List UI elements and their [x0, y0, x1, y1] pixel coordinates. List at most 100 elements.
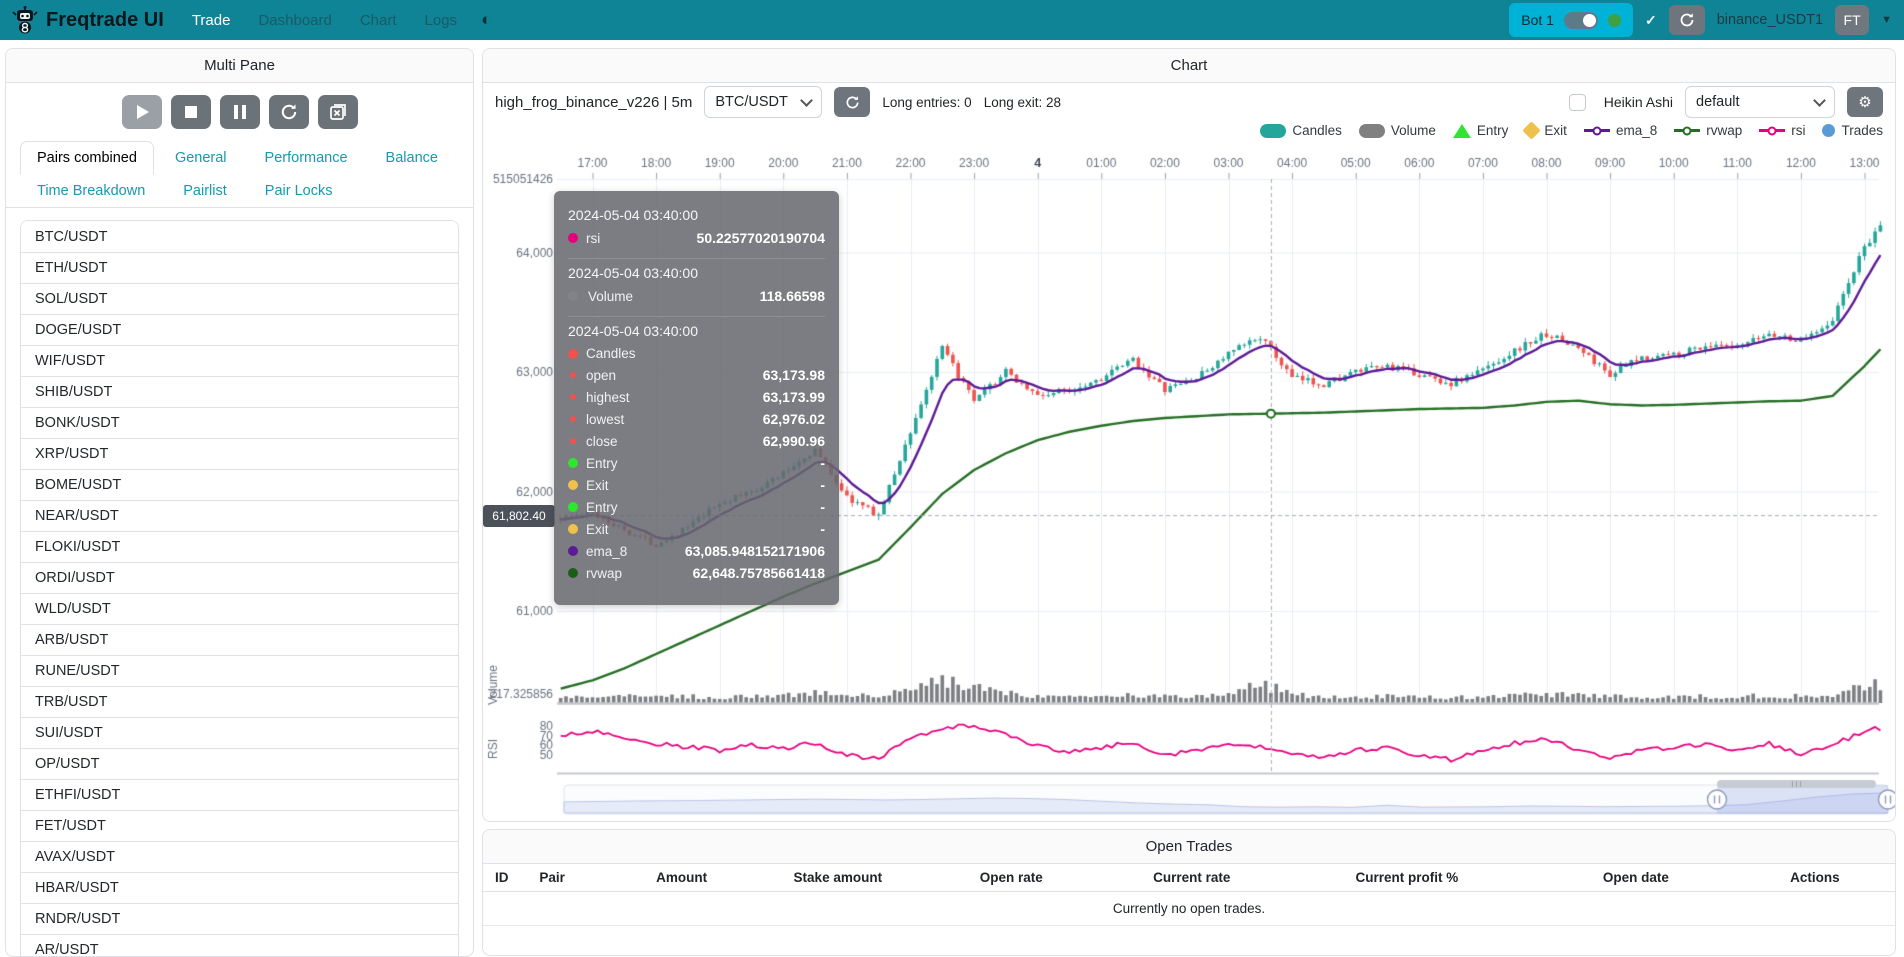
- gear-icon: ⚙: [1858, 94, 1872, 111]
- tooltip-rvwap-value: 62,648.75785661418: [692, 565, 825, 581]
- nav-item-trade[interactable]: Trade: [191, 11, 231, 29]
- reload-icon: [281, 104, 296, 120]
- column-header-actions: Actions: [1790, 870, 1840, 885]
- pair-list-item[interactable]: ORDI/USDT: [21, 562, 458, 593]
- tooltip-rsi-value: 50.22577020190704: [696, 230, 825, 246]
- pair-list-item[interactable]: BOME/USDT: [21, 469, 458, 500]
- open-trades-panel: Open Trades ID Pair Amount Stake amount Open…: [482, 829, 1896, 956]
- pair-list-item[interactable]: XRP/USDT: [21, 438, 458, 469]
- pair-list-item[interactable]: DOGE/USDT: [21, 314, 458, 345]
- pair-list-item[interactable]: OP/USDT: [21, 748, 458, 779]
- pair-list-item[interactable]: AVAX/USDT: [21, 841, 458, 872]
- close-dot-icon: [570, 438, 576, 444]
- tab-pairlist[interactable]: Pairlist: [183, 183, 227, 199]
- bot-controls: [6, 83, 473, 135]
- user-avatar[interactable]: FT: [1835, 5, 1870, 35]
- pair-list-item[interactable]: BTC/USDT: [21, 221, 458, 252]
- column-header-open-rate: Open rate: [979, 870, 1043, 885]
- bot-toggle[interactable]: [1563, 11, 1598, 29]
- pair-list-item[interactable]: ETH/USDT: [21, 252, 458, 283]
- pair-list-item[interactable]: WIF/USDT: [21, 345, 458, 376]
- nav-item-logs[interactable]: Logs: [424, 11, 458, 29]
- nav-links: Trade Dashboard Chart Logs: [192, 12, 457, 29]
- pause-button[interactable]: [219, 95, 260, 129]
- bot-selector[interactable]: Bot 1: [1509, 3, 1633, 37]
- pair-list-item[interactable]: SUI/USDT: [21, 717, 458, 748]
- tooltip-time: 2024-05-04 03:40:00: [568, 265, 698, 281]
- tooltip-open-value: 63,173.98: [762, 367, 825, 383]
- bot-name: Bot 1: [1521, 12, 1554, 28]
- crosshair-price-label: 61,802.40: [483, 505, 555, 527]
- column-header-current-rate: Current rate: [1153, 870, 1231, 885]
- pause-icon: [233, 105, 246, 119]
- column-header-pair: Pair: [539, 870, 565, 885]
- pair-select[interactable]: BTC/USDT: [704, 86, 823, 118]
- chart-title: Chart: [483, 49, 1895, 83]
- open-trades-header-row: ID Pair Amount Stake amount Open rate Current…: [483, 864, 1895, 892]
- plot-settings-button[interactable]: ⚙: [1847, 87, 1883, 117]
- multi-pane-tabs: Pairs combined General Performance Balance T…: [6, 135, 473, 208]
- bot-online-dot: [1607, 13, 1621, 27]
- chevron-down-icon: [1813, 93, 1826, 107]
- pair-list-item[interactable]: SOL/USDT: [21, 283, 458, 314]
- reload-bot-button[interactable]: [1668, 5, 1705, 35]
- pair-list-item[interactable]: NEAR/USDT: [21, 500, 458, 531]
- pair-list-item[interactable]: HBAR/USDT: [21, 872, 458, 903]
- legend-label: Candles: [1292, 123, 1342, 138]
- nav-item-chart[interactable]: Chart: [359, 11, 397, 29]
- legend-item-volume[interactable]: Volume: [1358, 123, 1436, 138]
- user-menu-caret-icon[interactable]: ▼: [1881, 14, 1892, 26]
- pair-list-item[interactable]: RNDR/USDT: [21, 903, 458, 934]
- highest-dot-icon: [570, 394, 576, 400]
- tab-balance[interactable]: Balance: [385, 150, 438, 166]
- legend-label: Exit: [1544, 123, 1567, 138]
- stop-button[interactable]: [170, 95, 211, 129]
- heikin-ashi-checkbox[interactable]: [1568, 93, 1586, 111]
- refresh-chart-button[interactable]: [834, 87, 871, 117]
- pair-list-item[interactable]: SHIB/USDT: [21, 376, 458, 407]
- pair-list-item[interactable]: FET/USDT: [21, 810, 458, 841]
- plot-config-select[interactable]: default: [1685, 86, 1835, 118]
- legend-item-exit[interactable]: Exit: [1522, 121, 1567, 140]
- column-header-current-profit--: Current profit %: [1355, 870, 1459, 885]
- tooltip-highest-value: 63,173.99: [762, 389, 825, 405]
- chart-panel: Chart high_frog_binance_v226 | 5m BTC/US…: [482, 48, 1896, 822]
- pair-list-item[interactable]: ETHFI/USDT: [21, 779, 458, 810]
- heikin-ashi-label: Heikin Ashi: [1603, 94, 1673, 110]
- pair-list-item[interactable]: RUNE/USDT: [21, 655, 458, 686]
- tab-performance[interactable]: Performance: [264, 150, 348, 166]
- clear-log-button[interactable]: [317, 95, 358, 129]
- stop-icon: [184, 106, 197, 118]
- tab-pair-locks[interactable]: Pair Locks: [264, 183, 333, 199]
- legend-item-rsi[interactable]: rsi: [1759, 123, 1805, 138]
- brand[interactable]: Freqtrade UI: [12, 6, 164, 34]
- play-button[interactable]: [121, 95, 162, 129]
- open-trades-empty-message: Currently no open trades.: [483, 892, 1895, 926]
- legend-item-rvwap[interactable]: rvwap: [1674, 123, 1742, 138]
- trades-swatch-icon: [1822, 124, 1836, 137]
- tooltip-volume-value: 118.66598: [759, 288, 825, 304]
- pair-list-item[interactable]: AR/USDT: [21, 934, 458, 956]
- open-dot-icon: [570, 372, 576, 378]
- legend-item-ema_8[interactable]: ema_8: [1583, 123, 1657, 138]
- column-header-amount: Amount: [656, 870, 708, 885]
- refresh-icon: [846, 95, 859, 108]
- theme-toggle-icon[interactable]: ◐: [481, 10, 492, 29]
- column-header-stake-amount: Stake amount: [793, 870, 883, 885]
- reload-config-button[interactable]: [268, 95, 309, 129]
- pair-list-item[interactable]: ARB/USDT: [21, 624, 458, 655]
- legend-item-trades[interactable]: Trades: [1822, 123, 1883, 138]
- legend-item-candles[interactable]: Candles: [1260, 123, 1342, 138]
- pair-list-item[interactable]: FLOKI/USDT: [21, 531, 458, 562]
- tab-time-breakdown[interactable]: Time Breakdown: [37, 183, 146, 199]
- legend-item-entry[interactable]: Entry: [1452, 123, 1508, 138]
- login-name: binance_USDT1: [1716, 12, 1824, 28]
- tab-general[interactable]: General: [174, 150, 227, 166]
- exit-dot-icon: [568, 480, 578, 490]
- pair-list-item[interactable]: TRB/USDT: [21, 686, 458, 717]
- rvwap-swatch-icon: [1674, 126, 1701, 135]
- pair-list-item[interactable]: WLD/USDT: [21, 593, 458, 624]
- tab-pairs-combined[interactable]: Pairs combined: [20, 141, 154, 175]
- nav-item-dashboard[interactable]: Dashboard: [258, 11, 332, 29]
- pair-list-item[interactable]: BONK/USDT: [21, 407, 458, 438]
